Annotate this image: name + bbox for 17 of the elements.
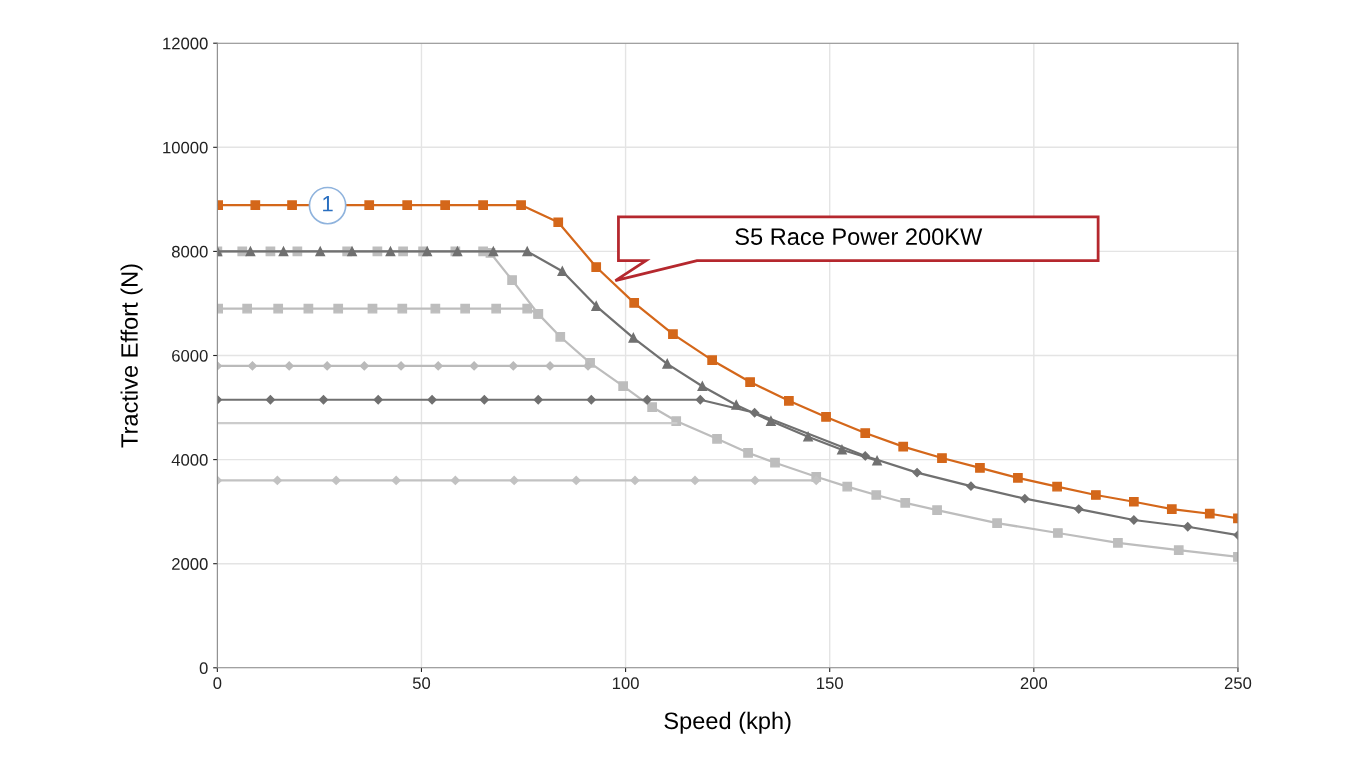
annotation: 1 [323, 196, 333, 212]
x-tick-label: 0 [213, 677, 222, 690]
y-tick-label: 10000 [163, 141, 208, 154]
x-axis-title: Speed (kph) [664, 711, 791, 734]
y-tick-label: 8000 [171, 245, 208, 258]
annotation: S5 Race Power 200KW [735, 228, 983, 246]
x-tick-label: 50 [412, 677, 431, 690]
x-tick-label: 200 [1020, 677, 1048, 690]
y-tick-label: 2000 [172, 558, 208, 570]
y-axis-title: Tractive Effort (N) [120, 264, 143, 448]
y-tick-label: 12000 [163, 37, 208, 50]
y-tick-label: 0 [199, 662, 208, 674]
y-tick-label: 4000 [171, 454, 208, 466]
x-tick-label: 150 [817, 677, 843, 690]
x-tick-label: 250 [1224, 677, 1252, 690]
x-tick-label: 100 [612, 677, 639, 690]
y-tick-label: 6000 [172, 349, 208, 362]
